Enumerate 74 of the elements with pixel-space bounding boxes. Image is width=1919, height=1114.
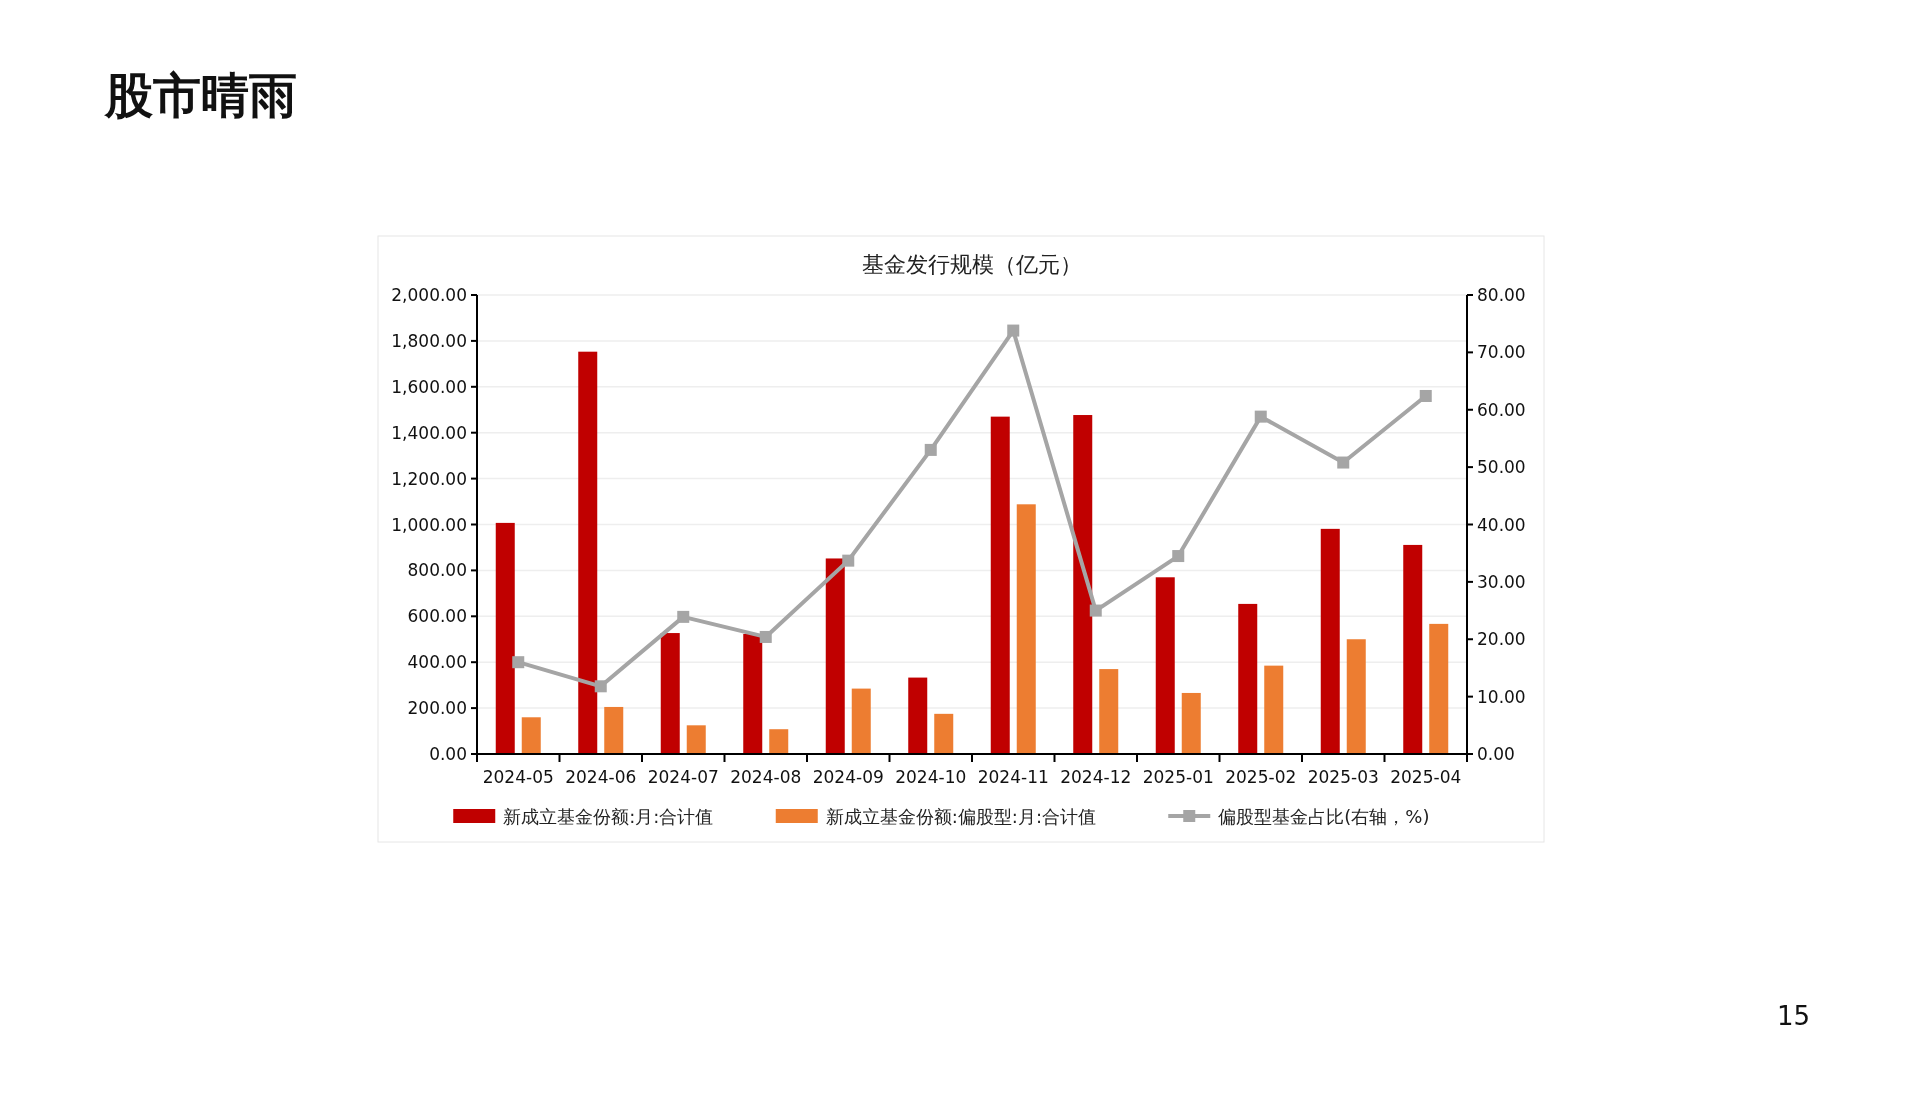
bar <box>1346 639 1366 754</box>
bar <box>1181 692 1201 754</box>
x-tick-label: 2024-12 <box>1060 767 1132 787</box>
point <box>842 554 855 567</box>
x-tick-label: 2024-05 <box>482 767 554 787</box>
point <box>1172 550 1185 563</box>
bar <box>934 713 954 754</box>
bar <box>495 522 515 754</box>
x-tick-label: 2025-03 <box>1307 767 1379 787</box>
y-tick-label: 1,600.00 <box>391 376 467 397</box>
x-tick-label: 2024-06 <box>565 767 637 787</box>
y-tick-label: 0.00 <box>429 744 467 764</box>
point <box>1419 389 1432 402</box>
bar <box>743 633 763 754</box>
x-tick-label: 2025-01 <box>1142 767 1214 787</box>
bar <box>1099 669 1119 754</box>
point <box>1337 456 1350 469</box>
point <box>677 610 690 623</box>
y-tick-label: 1,200.00 <box>391 468 467 489</box>
y2-tick-label: 60.00 <box>1477 399 1526 420</box>
point <box>1089 604 1102 617</box>
y-tick-label: 1,000.00 <box>391 514 467 535</box>
x-tick-label: 2024-10 <box>895 767 967 787</box>
x-tick-label: 2024-08 <box>730 767 802 787</box>
bar <box>1155 577 1175 754</box>
bar <box>1264 665 1284 754</box>
legend-label: 新成立基金份额:偏股型:月:合计值 <box>825 806 1096 827</box>
y2-tick-label: 70.00 <box>1477 342 1526 363</box>
annotation: 股市晴雨 <box>105 67 297 123</box>
y-tick-label: 200.00 <box>407 698 467 719</box>
x-tick-label: 2024-07 <box>647 767 719 787</box>
bar <box>578 351 598 754</box>
legend-label: 新成立基金份额:月:合计值 <box>503 806 714 827</box>
bar <box>1238 603 1258 754</box>
bar <box>769 729 789 754</box>
point <box>1007 324 1020 337</box>
bar <box>1429 623 1449 754</box>
x-tick-label: 2025-02 <box>1225 767 1297 787</box>
y-tick-label: 800.00 <box>407 560 467 581</box>
bar <box>1403 544 1423 754</box>
point <box>594 680 607 693</box>
x-tick-label: 2024-09 <box>812 767 884 787</box>
x-tick-label: 2024-11 <box>977 767 1049 787</box>
legend-label: 偏股型基金占比(右轴，%) <box>1218 806 1430 827</box>
y2-tick-label: 80.00 <box>1477 285 1526 305</box>
bar <box>660 633 680 754</box>
chart-title: 基金发行规模（亿元） <box>862 252 1082 277</box>
point <box>512 656 525 669</box>
bar <box>1073 415 1093 754</box>
y2-tick-label: 10.00 <box>1477 686 1526 707</box>
y-tick-label: 2,000.00 <box>391 285 467 305</box>
bar <box>686 725 706 754</box>
x-tick-label: 2025-04 <box>1390 767 1462 787</box>
y-tick-label: 1,800.00 <box>391 330 467 351</box>
bar <box>1016 504 1036 754</box>
point <box>1254 410 1267 423</box>
point <box>759 630 772 643</box>
y2-tick-label: 0.00 <box>1477 744 1515 764</box>
bar <box>851 688 871 754</box>
y2-tick-label: 20.00 <box>1477 629 1526 650</box>
bar <box>604 706 624 754</box>
bar <box>1320 528 1340 754</box>
bar <box>521 717 541 754</box>
point <box>924 443 937 456</box>
bar <box>908 677 928 754</box>
y2-tick-label: 40.00 <box>1477 514 1526 535</box>
y2-tick-label: 50.00 <box>1477 457 1526 478</box>
bar <box>825 558 845 754</box>
bar <box>990 416 1010 754</box>
y-tick-label: 1,400.00 <box>391 422 467 443</box>
y-tick-label: 400.00 <box>407 652 467 673</box>
y2-tick-label: 30.00 <box>1477 571 1526 592</box>
annotation: 15 <box>1776 1001 1810 1031</box>
y-tick-label: 600.00 <box>407 606 467 627</box>
